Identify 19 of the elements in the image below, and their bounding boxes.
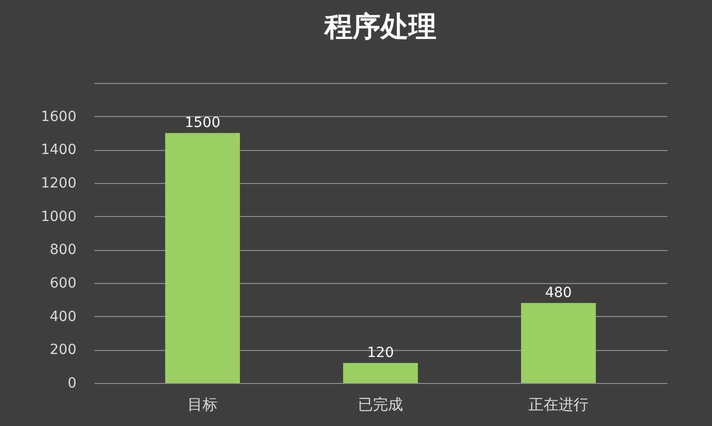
y-tick-label: 600 — [50, 276, 76, 292]
x-tick-label: 已完成 — [358, 396, 403, 414]
y-tick-label: 400 — [50, 308, 76, 325]
bar — [521, 303, 596, 383]
chart-title: 程序处理 — [324, 10, 436, 43]
x-tick-label: 目标 — [188, 396, 218, 414]
x-tick-label: 正在进行 — [528, 396, 588, 414]
data-label: 480 — [545, 285, 572, 301]
data-label: 120 — [367, 345, 394, 361]
y-tick-label: 1000 — [40, 208, 76, 225]
y-tick-label: 1200 — [40, 176, 76, 192]
y-tick-label: 0 — [68, 376, 76, 392]
y-tick-label: 800 — [50, 242, 76, 258]
y-tick-label: 1400 — [40, 142, 76, 158]
y-tick-label: 200 — [50, 342, 76, 358]
data-label: 1500 — [184, 115, 220, 131]
bar — [343, 363, 418, 383]
y-tick-label: 1600 — [40, 108, 76, 125]
bar — [165, 133, 240, 383]
